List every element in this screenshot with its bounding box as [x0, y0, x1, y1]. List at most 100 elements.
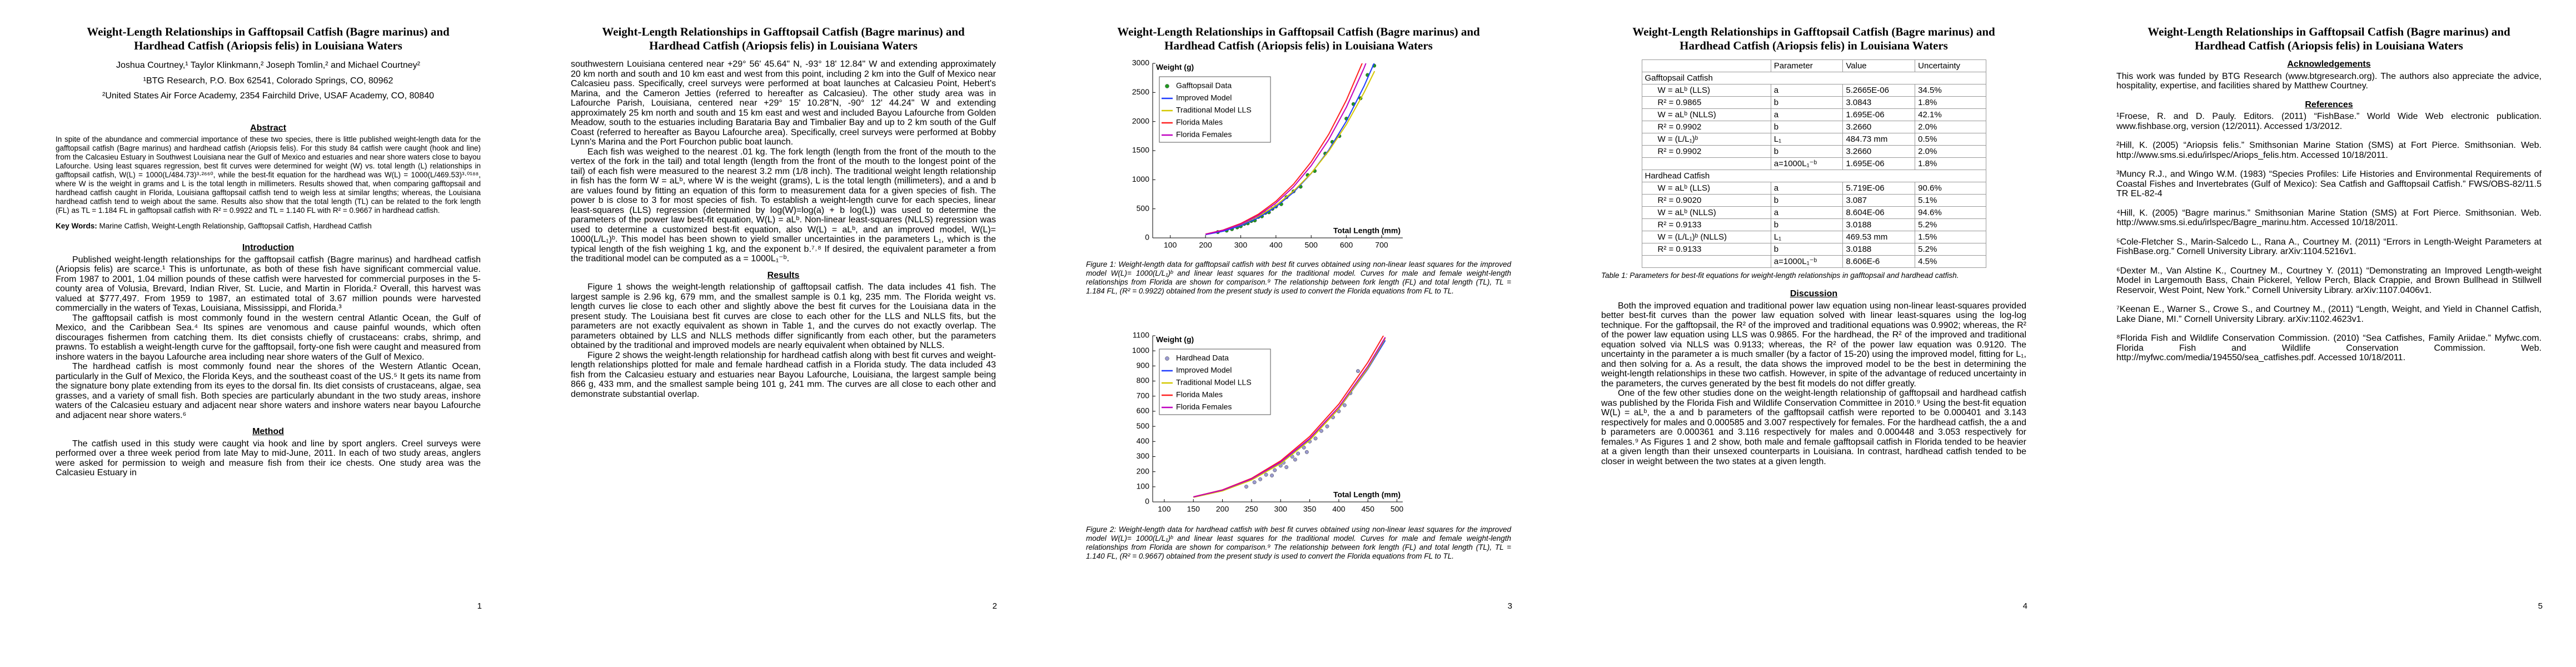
- table-row: Hardhead Catfish: [1641, 170, 1986, 182]
- paragraph: Figure 1 shows the weight-length relatio…: [571, 282, 996, 350]
- data-point: [1313, 436, 1318, 441]
- y-axis-label: Weight (g): [1156, 335, 1194, 344]
- table-cell: [1641, 255, 1771, 268]
- paragraph: Published weight-length relationships fo…: [56, 255, 481, 313]
- reference: ¹Froese, R. and D. Pauly. Editors. (2011…: [2116, 112, 2542, 131]
- table-cell: a: [1770, 182, 1843, 195]
- table-cell: a=1000L₁⁻ᵇ: [1770, 255, 1843, 268]
- y-tick-label: 1000: [1132, 175, 1149, 183]
- page-number: 2: [992, 601, 997, 611]
- page: Weight-Length Relationships in Gafftopsa…: [1546, 0, 2061, 667]
- legend-label: Hardhead Data: [1176, 354, 1229, 362]
- table-cell: 3.0843: [1842, 96, 1916, 109]
- table-cell: b: [1770, 96, 1843, 109]
- table-cell: b: [1770, 121, 1843, 133]
- table-cell: 2.0%: [1915, 145, 1986, 158]
- data-point: [1258, 477, 1263, 481]
- paragraph: The catfish used in this study were caug…: [56, 439, 481, 478]
- legend-label: Florida Males: [1176, 390, 1223, 399]
- title: Weight-Length Relationships in Gafftopsa…: [2148, 25, 2510, 52]
- table-cell: 5.2%: [1915, 218, 1986, 231]
- section-heading: Discussion: [1790, 289, 1838, 298]
- affiliation: ¹BTG Research, P.O. Box 62541, Colorado …: [143, 76, 393, 86]
- table-cell: 5.2665E-06: [1842, 84, 1916, 97]
- table-cell: L₁: [1770, 231, 1843, 243]
- table-cell: 1.8%: [1915, 157, 1986, 170]
- legend-label: Florida Females: [1176, 130, 1232, 139]
- page-content: Weight-Length Relationships in Gafftopsa…: [2116, 25, 2542, 372]
- page-content: Weight-Length Relationships in Gafftopsa…: [1086, 25, 1511, 59]
- title: Weight-Length Relationships in Gafftopsa…: [1117, 25, 1480, 52]
- y-tick-label: 100: [1137, 482, 1150, 491]
- reference: ⁴Hill, K. (2005) “Bagre marinus.” Smiths…: [2116, 208, 2542, 228]
- legend-label: Improved Model: [1176, 366, 1232, 375]
- x-tick-label: 250: [1245, 505, 1258, 514]
- y-tick-label: 800: [1137, 376, 1150, 385]
- table-cell: R² = 0.9902: [1641, 145, 1771, 158]
- table-row: R² = 0.9133 b 3.0188 5.2%: [1641, 218, 1986, 231]
- table-cell: b: [1770, 194, 1843, 207]
- table-cell: 3.2660: [1842, 145, 1916, 158]
- abstract-text: In spite of the abundance and commercial…: [56, 135, 481, 215]
- x-tick-label: 100: [1158, 505, 1171, 514]
- table-row: Gafftopsail Catfish: [1641, 72, 1986, 84]
- section-heading: Introduction: [242, 243, 295, 252]
- page-content: Weight-Length Relationships in Gafftopsa…: [56, 25, 481, 478]
- legend-box: [1159, 349, 1271, 415]
- table-row: W = (L/L₁)ᵇ L₁ 484.73 mm 0.5%: [1641, 133, 1986, 146]
- table-cell: W = (L/L₁)ᵇ (NLLS): [1641, 231, 1771, 243]
- y-tick-label: 1500: [1132, 146, 1149, 155]
- x-axis-label: Total Length (mm): [1333, 490, 1401, 499]
- fit-curve: [1205, 63, 1367, 235]
- reference: ⁶Dexter M., Van Alstine K., Courtney M.,…: [2116, 266, 2542, 295]
- data-point: [1342, 403, 1347, 407]
- y-tick-label: 500: [1137, 203, 1150, 212]
- y-tick-label: 900: [1137, 361, 1150, 370]
- figure-caption: Figure 2: Weight-length data for hardhea…: [1086, 525, 1511, 560]
- data-point: [1296, 451, 1301, 456]
- x-tick-label: 300: [1234, 241, 1248, 250]
- table-row: R² = 0.9902 b 3.2660 2.0%: [1641, 145, 1986, 158]
- legend-label: Traditional Model LLS: [1176, 378, 1252, 387]
- table-cell: 1.8%: [1915, 96, 1986, 109]
- table-corner: [1641, 59, 1771, 72]
- reference: ⁵Cole-Fletcher S., Marin-Salcedo L., Ran…: [2116, 237, 2542, 257]
- paragraph: The hardhead catfish is most commonly fo…: [56, 362, 481, 420]
- table-row: R² = 0.9020 b 3.087 5.1%: [1641, 194, 1986, 207]
- page: Weight-Length Relationships in Gafftopsa…: [2061, 0, 2576, 667]
- table-cell: R² = 0.9865: [1641, 96, 1771, 109]
- table-cell: 3.2660: [1842, 121, 1916, 133]
- table-cell: a: [1770, 84, 1843, 97]
- table-cell: W = aLᵇ (LLS): [1641, 182, 1771, 195]
- fit-curve: [1205, 63, 1363, 235]
- data-point: [1244, 485, 1248, 489]
- table-header: Parameter: [1770, 59, 1843, 72]
- table-cell: 5.2%: [1915, 243, 1986, 256]
- paragraph: Figure 2 shows the weight-length relatio…: [571, 350, 996, 399]
- table-cell: 2.0%: [1915, 121, 1986, 133]
- y-tick-label: 500: [1137, 421, 1150, 430]
- page-content: Weight-Length Relationships in Gafftopsa…: [571, 25, 996, 399]
- table-cell: 8.604E-06: [1842, 206, 1916, 219]
- table-cell: R² = 0.9133: [1641, 243, 1771, 256]
- paragraph: This work was funded by BTG Research (ww…: [2116, 71, 2542, 91]
- data-point: [1273, 468, 1277, 472]
- x-tick-label: 200: [1216, 505, 1229, 514]
- figure-chart: 0 100 200 300 400 500 600 700 800 900 1000 1100 100 1…: [1132, 331, 1404, 514]
- table-caption: Table 1: Parameters for best-fit equatio…: [1601, 271, 1959, 280]
- table-cell: 34.5%: [1915, 84, 1986, 97]
- x-tick-label: 100: [1164, 241, 1177, 250]
- table-header: Uncertainty: [1915, 59, 1986, 72]
- page-number: 4: [2022, 601, 2027, 611]
- x-tick-label: 350: [1303, 505, 1317, 514]
- data-point: [1270, 473, 1274, 477]
- keywords: Key Words: Marine Catfish, Weight-Length…: [56, 222, 481, 231]
- y-tick-label: 200: [1137, 466, 1150, 475]
- table-cell: b: [1770, 243, 1843, 256]
- keywords-text: Marine Catfish, Weight-Length Relationsh…: [99, 222, 372, 230]
- reference: ²Hill, K. (2005) “Ariopsis felis.” Smith…: [2116, 141, 2542, 160]
- data-point: [1302, 445, 1306, 450]
- table-cell: b: [1770, 218, 1843, 231]
- table-cell: 3.0188: [1842, 218, 1916, 231]
- table-row: R² = 0.9133 b 3.0188 5.2%: [1641, 243, 1986, 256]
